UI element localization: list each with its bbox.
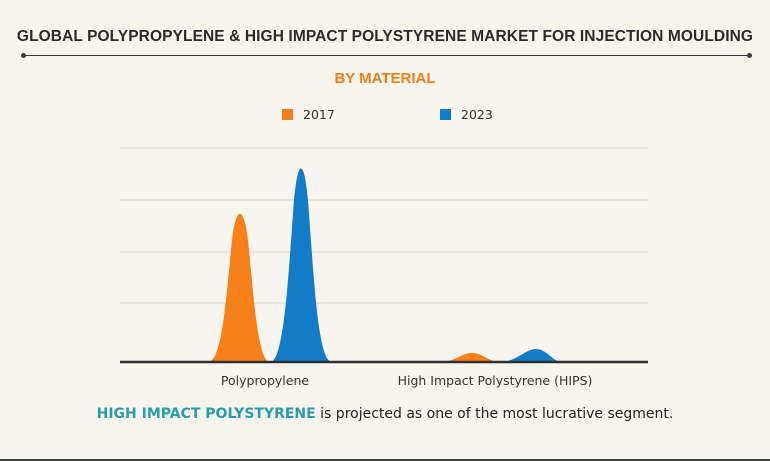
peak-polypropylene-2017 (208, 213, 270, 362)
caption-text: is projected as one of the most lucrativ… (315, 406, 674, 422)
legend-label: 2017 (303, 107, 335, 122)
x-label-polypropylene: Polypropylene (220, 373, 310, 388)
gridlines (120, 147, 648, 304)
legend-swatch-orange (282, 109, 293, 120)
legend-item-2023: 2023 (440, 107, 493, 122)
legend-item-2017: 2017 (282, 107, 335, 122)
chart-title: GLOBAL POLYPROPYLENE & HIGH IMPACT POLYS… (16, 28, 754, 45)
peak-hips-2017 (443, 353, 498, 362)
divider-left-dot (21, 53, 26, 58)
chart-caption: HIGH IMPACT POLYSTYRENE is projected as … (0, 406, 770, 422)
peak-hips-2023 (503, 349, 560, 362)
x-label-hips: High Impact Polystyrene (HIPS) (397, 373, 593, 388)
chart-subtitle: BY MATERIAL (334, 70, 436, 87)
caption-highlight: HIGH IMPACT POLYSTYRENE (96, 406, 316, 422)
legend-label: 2023 (461, 107, 493, 122)
legend-swatch-blue (440, 109, 451, 120)
bottom-border (0, 459, 770, 461)
peak-polypropylene-2023 (270, 168, 332, 362)
divider-right-dot (747, 53, 752, 58)
title-divider (23, 55, 751, 56)
